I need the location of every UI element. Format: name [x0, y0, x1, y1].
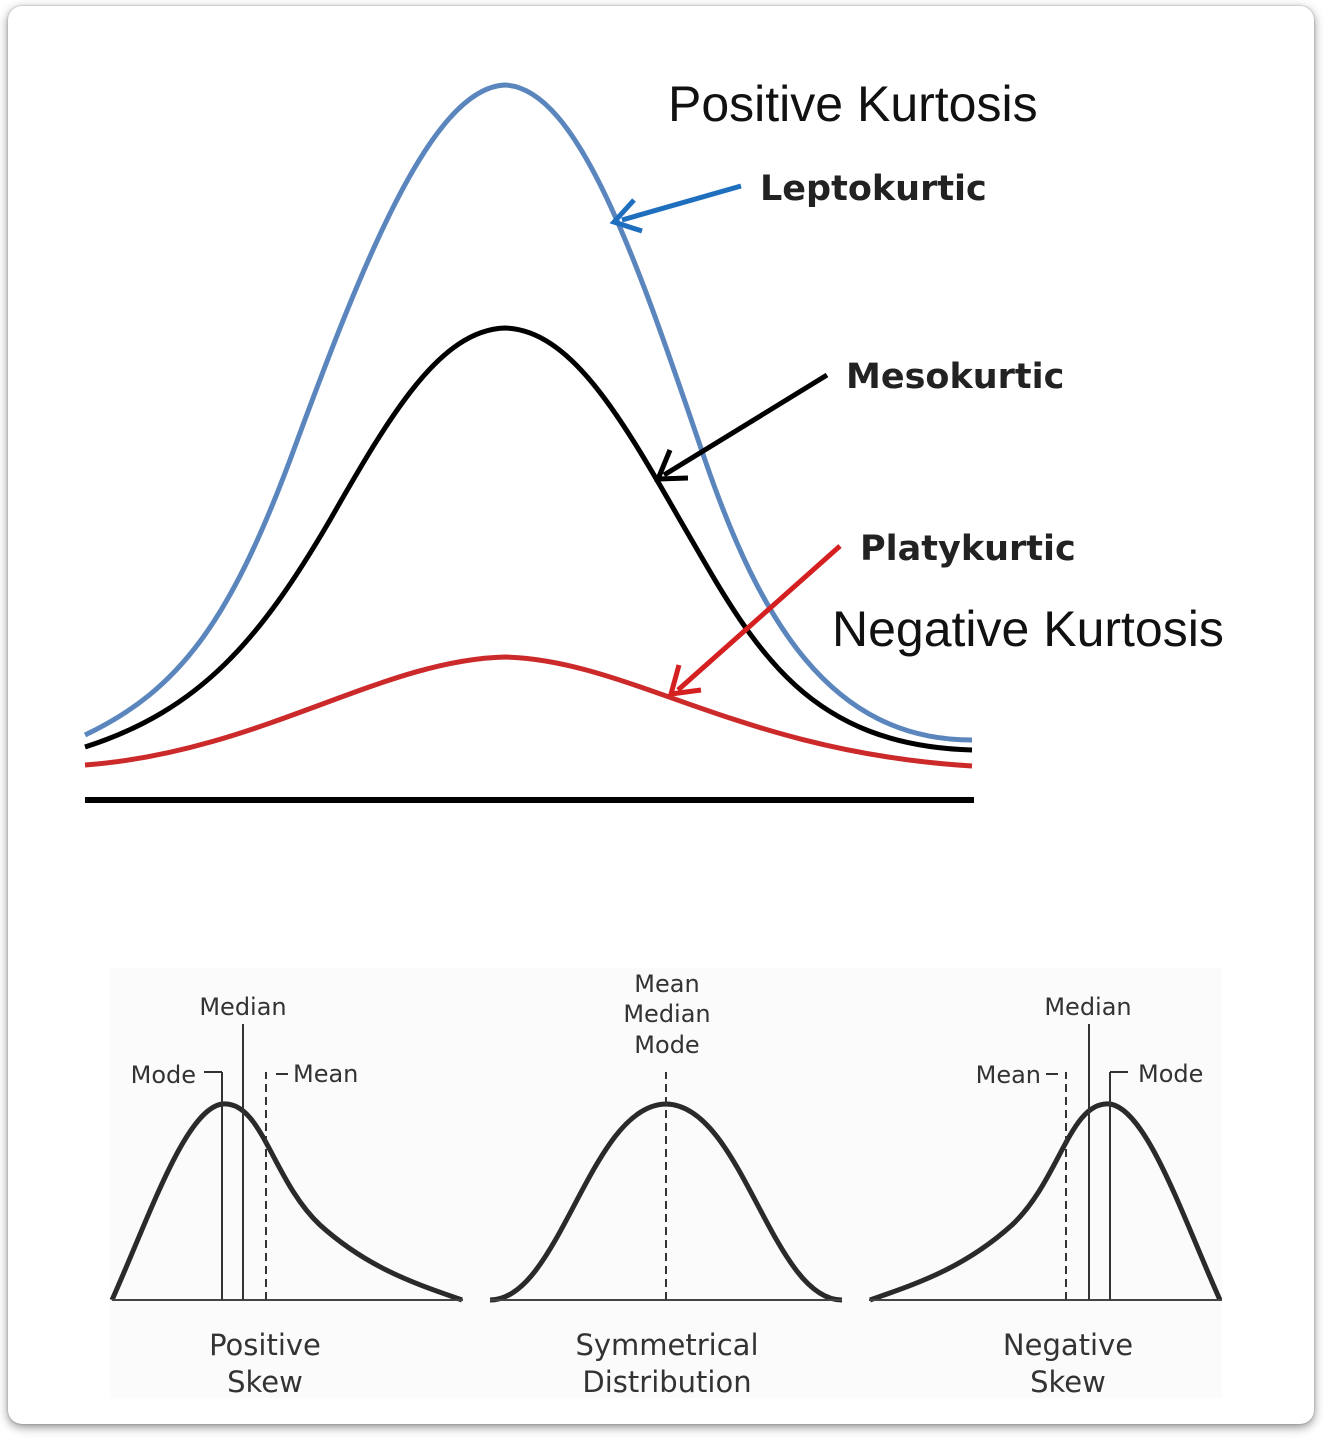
positive-skew-caption-1: Positive [209, 1328, 321, 1362]
positive-skew-caption-2: Skew [227, 1365, 303, 1399]
platykurtic-curve [84, 654, 973, 769]
platykurtic-arrow [676, 544, 842, 692]
negative-skew-caption-1: Negative [1003, 1328, 1133, 1362]
symmetrical-caption-1: Symmetrical [575, 1328, 758, 1362]
positive-mode-label: Mode [131, 1061, 196, 1089]
negative-skew-curve [869, 1101, 1223, 1303]
leptokurtic-label: Leptokurtic [760, 169, 987, 209]
platykurtic-arrowhead [667, 664, 702, 697]
leptokurtic-arrow [621, 183, 742, 223]
symmetrical-mean-label: Mean [634, 970, 699, 998]
positive-kurtosis-label: Positive Kurtosis [668, 76, 1038, 132]
negative-kurtosis-label: Negative Kurtosis [832, 601, 1224, 657]
leptokurtic-curve [83, 82, 973, 743]
negative-skew-panel: Median Mean Mode Negative Skew [869, 993, 1223, 1399]
positive-median-label: Median [199, 993, 286, 1021]
negative-mean-label: Mean [976, 1061, 1041, 1089]
platykurtic-label: Platykurtic [860, 529, 1076, 569]
positive-skew-curve [109, 1101, 463, 1303]
mesokurtic-arrow [662, 372, 829, 478]
mesokurtic-label: Mesokurtic [846, 357, 1064, 397]
symmetrical-mode-label: Mode [634, 1031, 699, 1059]
leptokurtic-arrowhead [609, 198, 643, 234]
mesokurtic-arrowhead [654, 449, 689, 482]
negative-skew-caption-2: Skew [1030, 1365, 1106, 1399]
negative-mode-label: Mode [1138, 1060, 1203, 1088]
negative-median-label: Median [1044, 993, 1131, 1021]
positive-mean-label: Mean [293, 1060, 358, 1088]
positive-skew-panel: Median Mode Mean Positive Skew [109, 993, 463, 1399]
symmetrical-caption-2: Distribution [582, 1365, 751, 1399]
symmetrical-panel: Mean Median Mode Symmetrical Distributio… [489, 970, 843, 1399]
mesokurtic-curve [84, 325, 973, 753]
symmetrical-median-label: Median [623, 1000, 710, 1028]
